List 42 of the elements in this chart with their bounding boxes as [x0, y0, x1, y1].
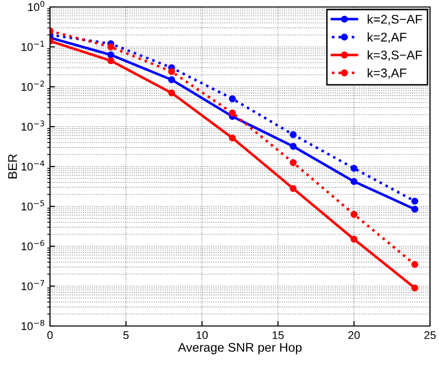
- x-tick-label: 15: [272, 331, 284, 340]
- y-tick-label: 10$^{−4}$: [22, 160, 44, 171]
- point: [411, 206, 418, 213]
- x-tick-label: 5: [123, 331, 129, 340]
- point: [411, 260, 418, 268]
- point: [411, 284, 418, 292]
- y-tick-label: 10$^{−6}$: [22, 240, 44, 250]
- point: [107, 43, 114, 50]
- point: [290, 185, 297, 192]
- point: [107, 57, 114, 64]
- legend-label: k=2,AF: [368, 32, 406, 44]
- x-tick-label: 25: [424, 331, 436, 340]
- point: [350, 236, 358, 243]
- legend-label: k=3,S−AF: [368, 50, 422, 61]
- point: [228, 134, 236, 142]
- point: [228, 95, 236, 102]
- point: [290, 159, 297, 166]
- y-tick-label: 10$^{−8}$: [22, 320, 44, 330]
- point: [168, 89, 176, 96]
- y-tick-label: 10$^{0}$: [28, 0, 44, 12]
- x-tick-label: 10: [196, 331, 208, 340]
- y-tick-label: 10$^{−7}$: [22, 280, 44, 290]
- x-tick-label: 20: [348, 331, 360, 340]
- point: [290, 131, 297, 138]
- x-tick-label: 0: [47, 331, 53, 340]
- legend-label: k=3,AF: [368, 68, 406, 79]
- y-tick-label: 10$^{−2}$: [22, 80, 44, 91]
- point: [350, 178, 358, 185]
- y-axis-title: BER: [8, 154, 17, 178]
- point: [168, 68, 176, 76]
- point: [411, 198, 418, 205]
- point: [228, 110, 236, 116]
- point: [350, 210, 358, 218]
- y-tick-label: 10$^{−3}$: [22, 120, 44, 131]
- point: [168, 76, 176, 84]
- point: [290, 142, 297, 150]
- point: [107, 51, 114, 58]
- y-tick-label: 10$^{−1}$: [22, 40, 44, 51]
- point: [350, 164, 358, 172]
- legend-label: k=2,S−AF: [368, 14, 422, 26]
- x-axis-title: Average SNR per Hop: [178, 342, 302, 354]
- y-tick-label: 10$^{−5}$: [22, 200, 44, 210]
